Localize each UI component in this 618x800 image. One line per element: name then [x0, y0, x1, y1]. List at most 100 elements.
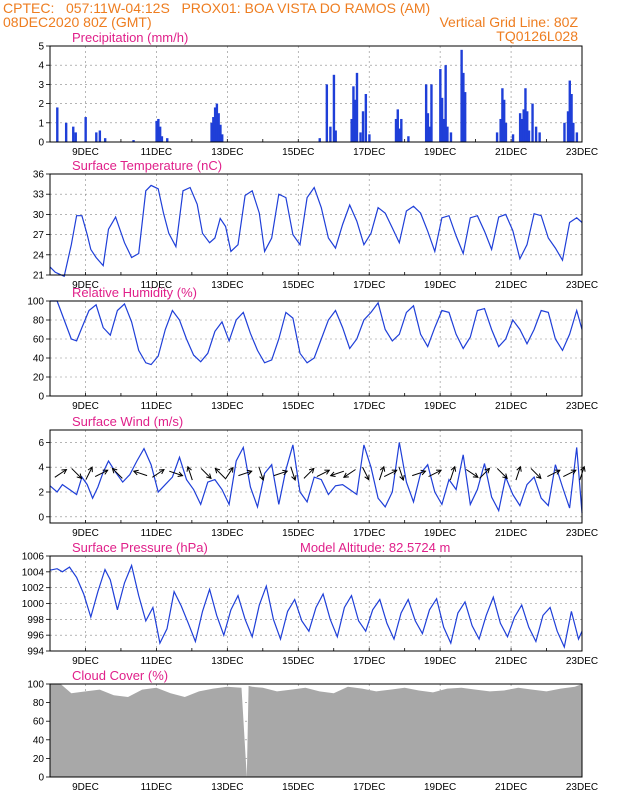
- precip-bar: [440, 97, 444, 142]
- precip-bar: [499, 118, 502, 142]
- precip-bar: [215, 103, 219, 142]
- wind-arrow: [398, 466, 405, 482]
- x-tick-label: 9DEC: [72, 280, 99, 291]
- precip-bar: [364, 94, 368, 142]
- wind-arrow: [169, 470, 184, 477]
- precip-bar: [334, 130, 337, 142]
- precip-bar: [325, 84, 329, 142]
- wind-arrow: [530, 468, 542, 480]
- x-tick-label: 21DEC: [495, 147, 527, 158]
- precip-bar: [407, 136, 410, 142]
- precip-bar: [359, 132, 362, 142]
- x-tick-label: 21DEC: [495, 401, 527, 412]
- x-tick-label: 23DEC: [566, 280, 598, 291]
- precip-bar: [368, 134, 371, 142]
- wind-arrow: [132, 469, 148, 477]
- x-tick-label: 13DEC: [211, 280, 243, 291]
- x-tick-label: 21DEC: [495, 656, 527, 667]
- x-tick-label: 19DEC: [424, 401, 456, 412]
- wind-arrow: [214, 467, 226, 479]
- x-tick-label: 17DEC: [353, 656, 385, 667]
- wind-arrow: [238, 469, 253, 477]
- x-tick-label: 19DEC: [424, 528, 456, 539]
- wind-arrow: [224, 466, 234, 480]
- y-tick-label: 20: [33, 373, 45, 384]
- precip-bar: [460, 49, 463, 143]
- x-tick-label: 17DEC: [353, 782, 385, 793]
- y-tick-label: 40: [33, 735, 45, 746]
- precip-bar: [563, 122, 566, 142]
- y-tick-label: 1: [38, 118, 44, 129]
- panel-pres: Surface Pressure (hPa) Model Altitude: 82…: [22, 540, 598, 667]
- x-tick-label: 21DEC: [495, 782, 527, 793]
- wind-arrow: [290, 466, 297, 482]
- precip-bar: [212, 117, 215, 142]
- precip-bar: [64, 122, 68, 142]
- wind-arrow: [547, 469, 561, 477]
- x-tick-label: 13DEC: [211, 528, 243, 539]
- precip-bar: [462, 72, 465, 142]
- x-tick-label: 13DEC: [211, 656, 243, 667]
- precip-bar: [157, 118, 160, 142]
- x-tick-label: 23DEC: [566, 528, 598, 539]
- wind-arrow: [383, 469, 398, 477]
- precip-bar: [502, 99, 506, 142]
- series-line-pres: [49, 563, 583, 649]
- precip-bar: [520, 118, 524, 142]
- y-tick-label: 0: [38, 512, 44, 523]
- precip-bar: [442, 118, 446, 142]
- x-tick-label: 9DEC: [72, 528, 99, 539]
- wind-arrow: [273, 469, 289, 477]
- header-line1: CPTEC: 057:11W-04:12S PROX01: BOA VISTA …: [3, 0, 431, 16]
- precip-bar: [398, 128, 401, 142]
- wind-arrow: [362, 466, 370, 481]
- precip-bar: [354, 99, 357, 142]
- precip-bar: [84, 117, 87, 142]
- y-tick-label: 24: [33, 250, 45, 261]
- x-tick-label: 15DEC: [282, 147, 314, 158]
- precip-bar: [394, 118, 398, 142]
- header-grid-line: Vertical Grid Line: 80Z: [439, 14, 578, 30]
- precip-bar: [424, 84, 428, 142]
- x-tick-label: 17DEC: [353, 401, 385, 412]
- precip-bar: [132, 140, 135, 142]
- wind-arrow: [258, 466, 265, 482]
- wind-arrow: [343, 469, 356, 478]
- y-tick-label: 1002: [22, 583, 45, 594]
- x-tick-label: 13DEC: [211, 147, 243, 158]
- x-tick-label: 11DEC: [141, 401, 173, 412]
- x-tick-label: 21DEC: [495, 528, 527, 539]
- x-tick-label: 15DEC: [282, 280, 314, 291]
- panel-frame: [49, 429, 583, 524]
- wind-arrow: [428, 469, 443, 477]
- x-tick-label: 23DEC: [566, 782, 598, 793]
- precip-bar: [575, 132, 579, 142]
- y-tick-label: 6: [38, 438, 44, 449]
- wind-arrow: [71, 468, 83, 480]
- precip-bar: [352, 86, 355, 142]
- y-tick-label: 0: [38, 392, 44, 403]
- precip-bar: [504, 122, 508, 142]
- precip-bar: [158, 126, 162, 142]
- y-tick-label: 3: [38, 80, 44, 91]
- precip-bar: [103, 138, 107, 142]
- series-line-rh: [50, 300, 583, 366]
- wind-arrow: [54, 468, 68, 478]
- y-tick-label: 100: [27, 680, 44, 691]
- precip-bar: [463, 92, 467, 142]
- x-tick-label: 11DEC: [141, 528, 173, 539]
- x-tick-label: 19DEC: [424, 280, 456, 291]
- y-tick-label: 2: [38, 488, 44, 499]
- wind-arrow: [316, 469, 331, 477]
- precip-bar: [361, 111, 365, 142]
- series-line-temp: [49, 184, 583, 278]
- x-tick-label: 9DEC: [72, 782, 99, 793]
- y-tick-label: 40: [33, 354, 45, 365]
- y-tick-label: 998: [27, 615, 44, 626]
- precip-bar: [566, 111, 570, 142]
- y-tick-label: 0: [38, 773, 44, 784]
- panel-title-rh: Relative Humidity (%): [72, 285, 197, 300]
- panel-cloud: Cloud Cover (%) 9DEC 11DEC 13DEC 15DEC 17DEC 1…: [27, 668, 598, 793]
- series-line-wind: [49, 442, 583, 514]
- x-tick-label: 15DEC: [282, 782, 314, 793]
